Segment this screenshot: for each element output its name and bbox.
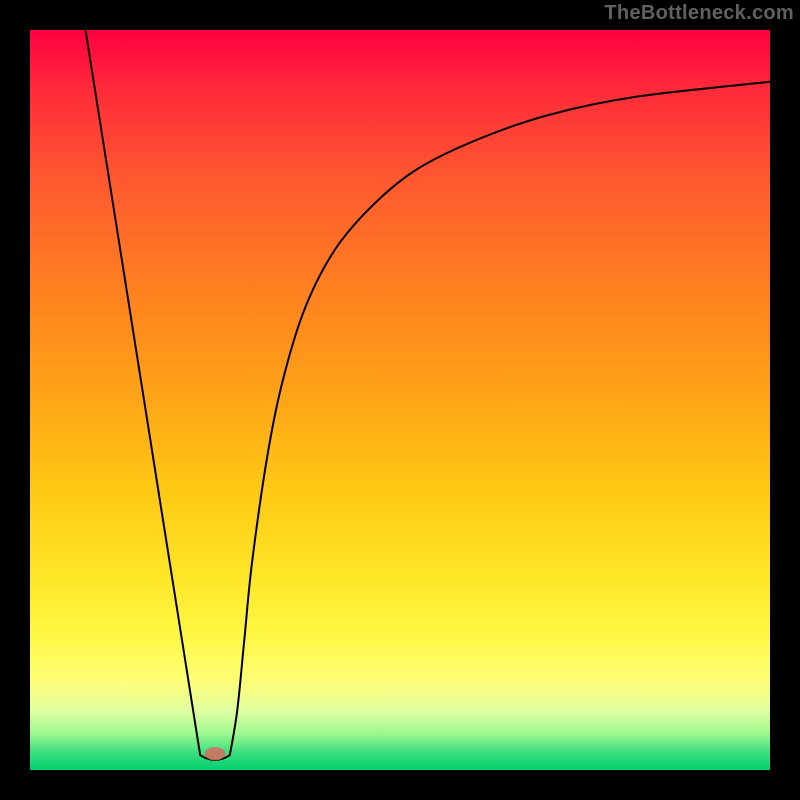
plot-area: [30, 30, 770, 770]
trough-marker: [205, 747, 226, 760]
curve-path: [86, 30, 771, 760]
bottleneck-curve: [30, 30, 770, 770]
chart-container: { "watermark": { "text": "TheBottleneck.…: [0, 0, 800, 800]
watermark-text: TheBottleneck.com: [604, 2, 794, 25]
